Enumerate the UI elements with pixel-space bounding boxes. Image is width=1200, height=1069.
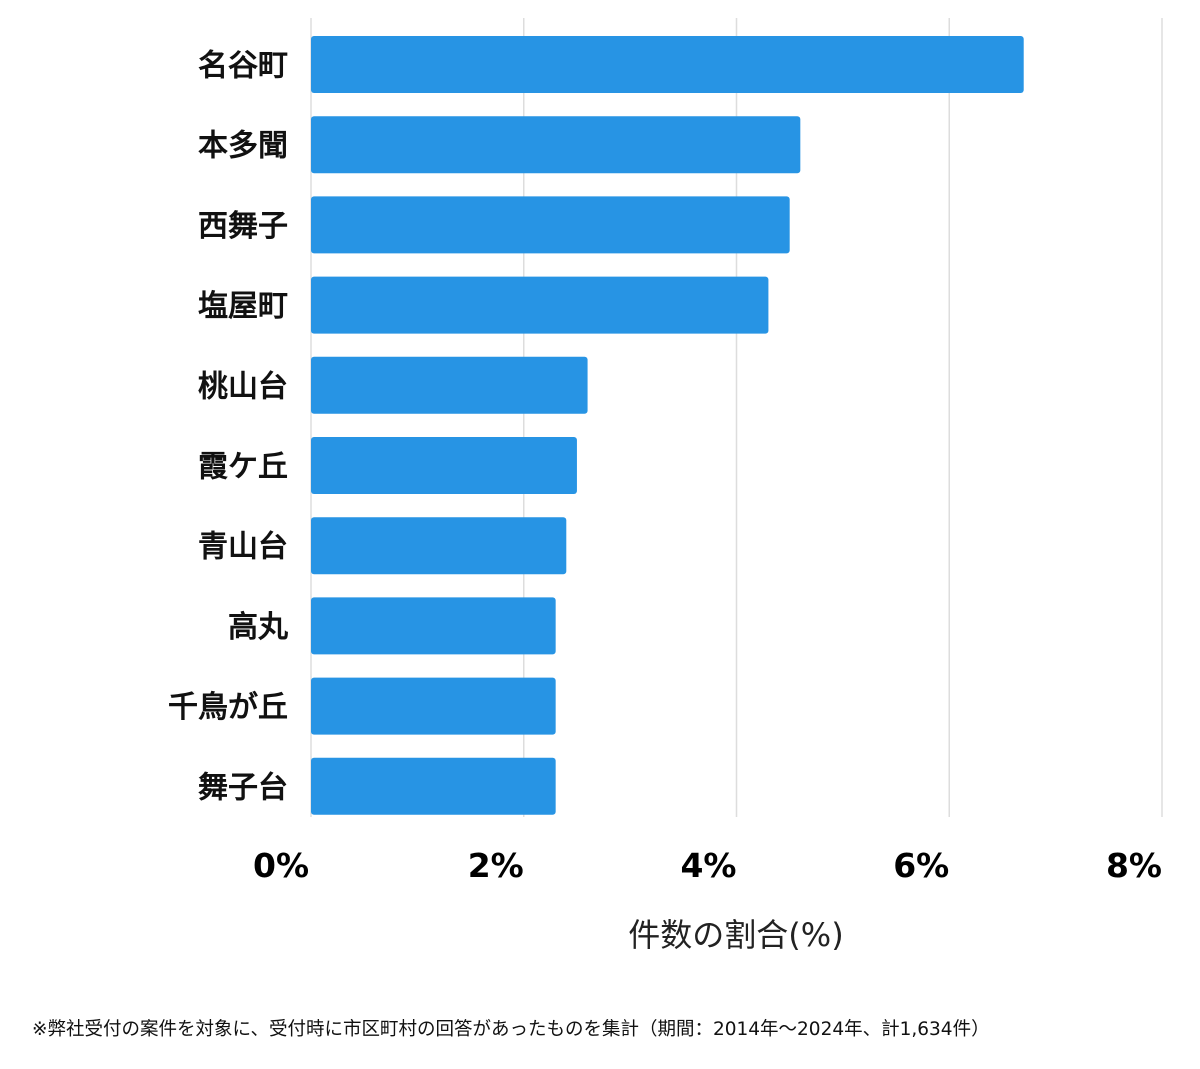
bar-7 [311,597,556,655]
bar-6 [311,517,567,575]
bar-8 [311,677,556,735]
bar-0 [311,36,1024,93]
bar-9 [311,757,556,815]
x-tick-labels: 0% 2% 4% 6% 8% [253,846,1162,885]
x-tick-label: 0% [253,846,309,885]
category-label: 青山台 [198,530,288,565]
bar-2 [311,196,790,254]
bar-5 [311,437,577,494]
category-label: 霞ケ丘 [198,450,288,485]
x-axis-title: 件数の割合(%) [628,916,843,954]
category-label: 本多聞 [198,129,288,164]
category-label: 舞子台 [198,770,288,805]
footnote: ※弊社受付の案件を対象に、受付時に市区町村の回答があったものを集計（期間：201… [32,1019,990,1040]
bar-3 [311,276,769,334]
bar-4 [311,356,588,414]
category-label: 塩屋町 [198,289,288,324]
category-label: 名谷町 [198,49,288,84]
category-label: 高丸 [228,610,288,645]
x-tick-label: 6% [893,846,949,885]
category-label: 桃山台 [198,369,288,404]
x-tick-label: 4% [680,846,736,885]
x-tick-label: 8% [1106,846,1162,885]
bar-1 [311,116,801,174]
category-label: 千鳥が丘 [168,690,288,725]
x-tick-label: 2% [468,846,524,885]
bars [311,36,1024,815]
category-label: 西舞子 [198,209,288,244]
